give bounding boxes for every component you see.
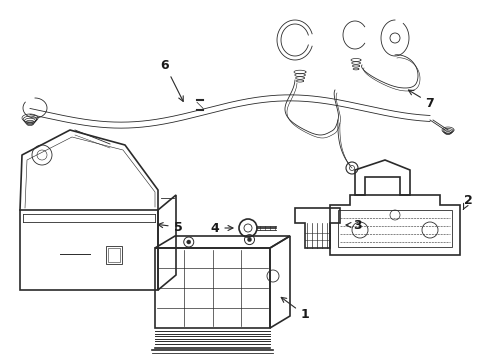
Text: 2: 2 — [462, 194, 471, 210]
Text: 7: 7 — [407, 90, 433, 109]
Circle shape — [186, 240, 190, 244]
Text: 5: 5 — [158, 220, 182, 234]
Circle shape — [247, 238, 251, 242]
Text: 6: 6 — [161, 59, 183, 102]
Text: 4: 4 — [210, 221, 232, 234]
Text: 3: 3 — [346, 219, 362, 231]
Text: 1: 1 — [281, 297, 309, 321]
